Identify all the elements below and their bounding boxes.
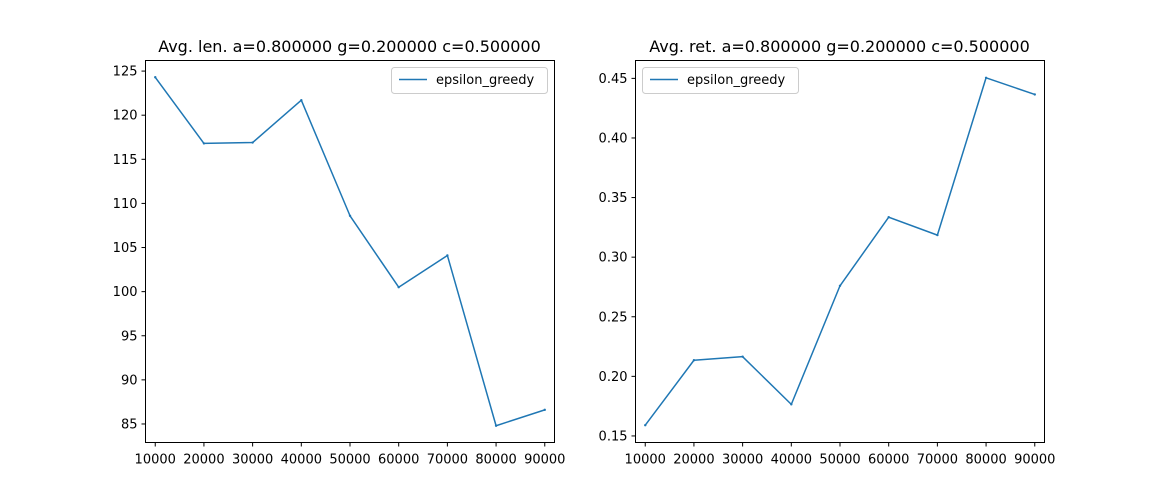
x-tick-label: 60000 — [868, 453, 909, 468]
legend-label: epsilon_greedy — [687, 73, 785, 88]
y-tick-label: 100 — [113, 285, 138, 300]
series-lines — [154, 76, 546, 427]
y-tick-label: 0.25 — [599, 310, 628, 325]
y-ticks: 0.15 0.20 0.25 0.30 0.35 0.40 0.45 — [599, 72, 636, 444]
x-ticks: 10000 20000 30000 40000 50000 60000 70000 80000… — [625, 442, 1055, 468]
x-ticks: 10000 20000 30000 40000 50000 60000 70000 80000… — [135, 442, 565, 468]
data-point — [397, 286, 400, 289]
x-tick-label: 60000 — [378, 453, 419, 468]
data-point — [300, 99, 303, 102]
y-tick-label: 0.15 — [599, 429, 628, 444]
y-ticks: 85 90 95 100 105 110 115 120 125 — [113, 65, 146, 432]
data-point — [251, 141, 254, 144]
y-tick-label: 0.30 — [599, 251, 628, 266]
data-point — [543, 408, 546, 412]
x-tick-label: 70000 — [917, 453, 958, 468]
y-tick-label: 110 — [113, 197, 138, 212]
y-tick-label: 120 — [113, 109, 138, 124]
chart-title: Avg. ret. a=0.800000 g=0.200000 c=0.5000… — [649, 37, 1030, 56]
data-point — [741, 355, 744, 358]
legend-box — [391, 67, 548, 94]
legend: epsilon_greedy — [391, 67, 548, 94]
data-point — [446, 254, 449, 257]
data-point — [887, 216, 890, 219]
data-point — [692, 359, 696, 362]
y-tick-label: 95 — [121, 329, 138, 344]
legend-label: epsilon_greedy — [436, 73, 534, 88]
chart-title: Avg. len. a=0.800000 g=0.200000 c=0.5000… — [158, 37, 541, 56]
x-tick-label: 50000 — [329, 453, 370, 468]
x-tick-label: 50000 — [819, 453, 860, 468]
data-point — [1033, 93, 1036, 96]
x-tick-label: 90000 — [1014, 453, 1055, 468]
x-tick-label: 80000 — [965, 453, 1006, 468]
y-tick-label: 0.45 — [599, 72, 628, 87]
x-tick-label: 30000 — [232, 453, 273, 468]
y-tick-label: 125 — [113, 65, 138, 80]
y-tick-label: 0.40 — [599, 131, 628, 146]
data-point — [838, 284, 842, 287]
data-point — [154, 76, 157, 79]
x-tick-label: 80000 — [475, 453, 516, 468]
data-point — [936, 233, 939, 237]
y-tick-label: 0.20 — [599, 370, 628, 385]
data-point — [984, 76, 988, 79]
x-tick-label: 20000 — [673, 453, 714, 468]
y-tick-label: 85 — [121, 417, 138, 432]
y-tick-label: 105 — [113, 241, 138, 256]
plot-area: 10000 20000 30000 40000 50000 60000 70000 80000… — [599, 60, 1055, 468]
x-tick-label: 20000 — [183, 453, 224, 468]
chart-average-length: Avg. len. a=0.800000 g=0.200000 c=0.5000… — [113, 37, 566, 468]
x-tick-label: 30000 — [722, 453, 763, 468]
x-tick-label: 40000 — [281, 453, 322, 468]
x-tick-label: 10000 — [625, 453, 666, 468]
data-point — [202, 142, 206, 145]
y-tick-label: 0.35 — [599, 191, 628, 206]
plot-area: 10000 20000 30000 40000 50000 60000 70000 80000… — [113, 60, 565, 468]
x-tick-label: 90000 — [524, 453, 565, 468]
legend: epsilon_greedy — [642, 67, 799, 94]
x-tick-label: 70000 — [427, 453, 468, 468]
chart-average-return: Avg. ret. a=0.800000 g=0.200000 c=0.5000… — [599, 37, 1056, 468]
data-point — [790, 403, 793, 406]
x-tick-label: 40000 — [771, 453, 812, 468]
series-lines — [644, 76, 1036, 427]
data-point — [644, 424, 647, 427]
data-point — [494, 424, 498, 427]
legend-box — [642, 67, 799, 94]
data-point — [348, 214, 352, 217]
y-tick-label: 90 — [121, 373, 138, 388]
x-tick-label: 10000 — [135, 453, 176, 468]
y-tick-label: 115 — [113, 153, 138, 168]
